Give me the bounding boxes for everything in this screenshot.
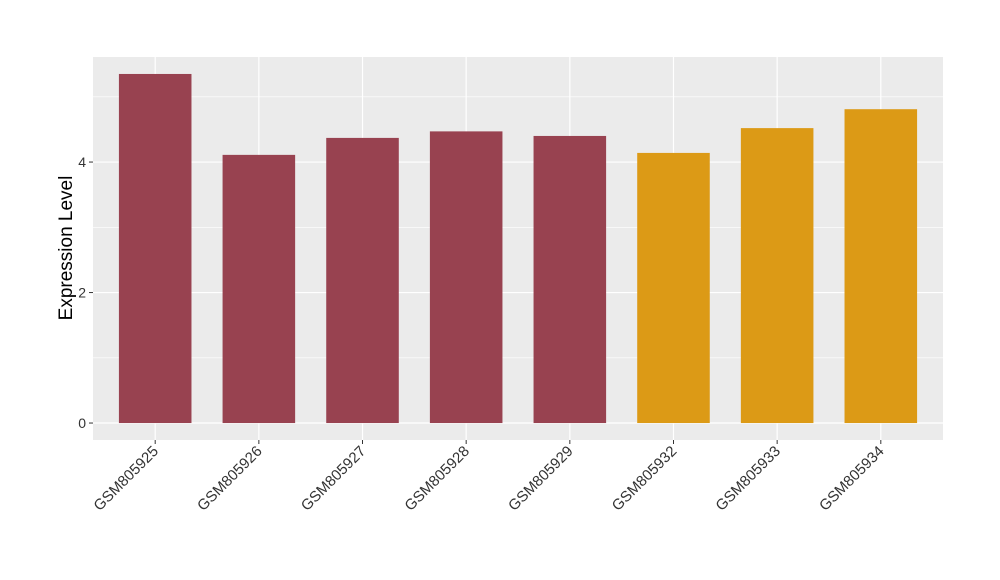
bar [222, 154, 296, 424]
x-tick-label: GSM805927 [298, 443, 370, 515]
x-tick-label: GSM805926 [194, 443, 266, 515]
bar [326, 137, 399, 424]
bar [844, 109, 918, 424]
x-tick-label: GSM805928 [401, 443, 473, 515]
x-tick-label: GSM805932 [609, 443, 681, 515]
bar [740, 128, 814, 424]
x-tick-label: GSM805929 [505, 443, 577, 515]
y-tick-label: 0 [78, 415, 86, 431]
x-tick-label: GSM805933 [712, 443, 784, 515]
y-axis-title: Expression Level [56, 176, 77, 321]
x-tick-label: GSM805925 [90, 443, 162, 515]
plot-panel [93, 57, 943, 440]
bar [637, 152, 710, 424]
bar [118, 73, 192, 424]
y-tick-label: 4 [78, 154, 86, 170]
bar [533, 135, 607, 424]
x-tick-label: GSM805934 [816, 443, 888, 515]
y-tick-label: 2 [78, 285, 86, 301]
bar [429, 131, 503, 424]
